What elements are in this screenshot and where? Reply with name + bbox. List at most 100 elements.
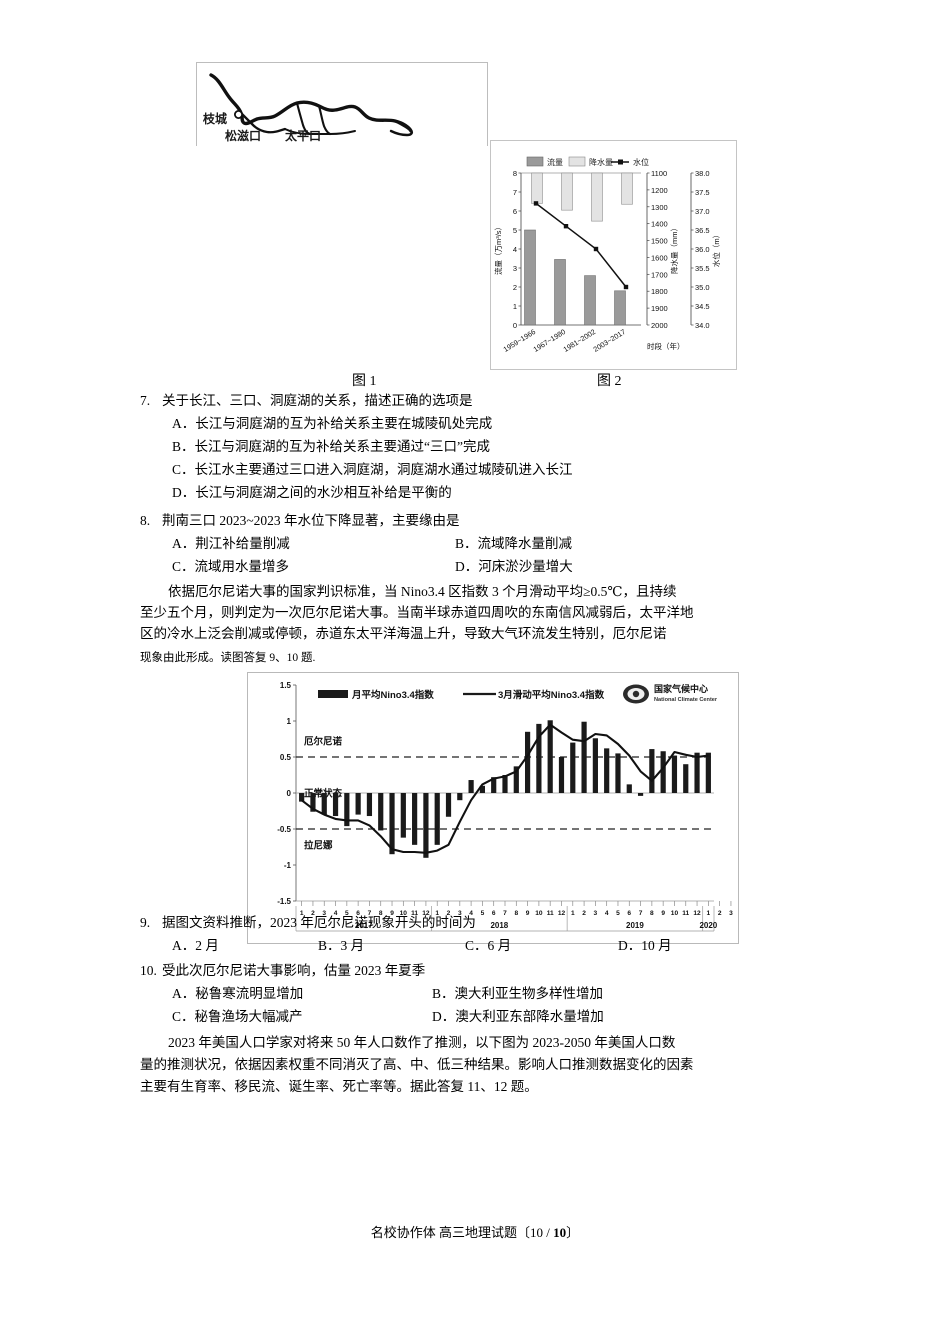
question-7-stem: 7. 关于长江、三口、洞庭湖的关系，描述正确的选项是 xyxy=(140,392,473,409)
svg-text:3: 3 xyxy=(513,264,517,273)
svg-text:12: 12 xyxy=(558,910,566,917)
question-9-number: 9. xyxy=(140,915,151,930)
svg-text:2020: 2020 xyxy=(699,921,717,930)
svg-text:5: 5 xyxy=(513,226,517,235)
svg-text:4: 4 xyxy=(513,245,517,254)
svg-text:8: 8 xyxy=(650,910,654,917)
svg-text:-1: -1 xyxy=(284,861,292,870)
svg-text:10: 10 xyxy=(671,910,679,917)
question-8-option-d[interactable]: D．河床淤沙量增大 xyxy=(455,558,573,575)
question-10-option-a[interactable]: A．秘鲁寒流明显增加 xyxy=(172,985,303,1002)
nino-passage-line-1: 依据厄尔尼诺大事的国家判识标准，当 Nino3.4 区指数 3 个月滑动平均≥0… xyxy=(168,584,677,599)
svg-text:国家气候中心: 国家气候中心 xyxy=(654,683,708,694)
option-label: C．6 月 xyxy=(465,938,512,953)
map-label-songzikou: 松滋口 xyxy=(225,129,262,143)
option-label: C．流域用水量增多 xyxy=(172,559,290,574)
svg-text:7: 7 xyxy=(368,910,372,917)
svg-text:6: 6 xyxy=(627,910,631,917)
map-label-zhicheng: 枝城 xyxy=(203,112,228,126)
svg-text:月平均Nino3.4指数: 月平均Nino3.4指数 xyxy=(351,689,434,701)
svg-text:2000: 2000 xyxy=(651,321,668,330)
question-7-option-d[interactable]: D．长江与洞庭湖之间的水沙相互补给是平衡的 xyxy=(172,484,452,501)
figure-2-combo-chart: 流量 降水量 水位 0 1 2 3 4 5 6 7 8 流量（万m³/s） 1100 1200 1300 140… xyxy=(490,140,737,370)
svg-text:34.5: 34.5 xyxy=(695,302,710,311)
svg-text:35.5: 35.5 xyxy=(695,264,710,273)
svg-text:5: 5 xyxy=(481,910,485,917)
question-10-option-c[interactable]: C．秘鲁渔场大幅减产 xyxy=(172,1008,303,1025)
svg-text:2019: 2019 xyxy=(626,921,644,930)
svg-text:时段（年）: 时段（年） xyxy=(647,341,685,351)
svg-text:2: 2 xyxy=(447,910,451,917)
svg-text:1100: 1100 xyxy=(651,169,667,178)
svg-text:-0.5: -0.5 xyxy=(277,825,291,834)
svg-text:36.0: 36.0 xyxy=(695,245,710,254)
nino-chart-svg: 1.5 1 0.5 0 -0.5 -1 -1.5 月平均Nino3.4指数 3月滑动平均Nino… xyxy=(277,681,733,932)
svg-text:11: 11 xyxy=(547,910,554,917)
svg-text:10: 10 xyxy=(535,910,543,917)
question-10-text: 受此次厄尔尼诺大事影响，估量 2023 年夏季 xyxy=(162,963,426,978)
svg-text:34.0: 34.0 xyxy=(695,321,710,330)
question-9-option-d[interactable]: D．10 月 xyxy=(618,937,672,954)
question-8-option-b[interactable]: B．流域降水量削减 xyxy=(455,535,572,552)
svg-text:1: 1 xyxy=(287,717,292,726)
option-label: A．2 月 xyxy=(172,938,219,953)
svg-text:流量（万m³/s）: 流量（万m³/s） xyxy=(493,223,503,275)
svg-text:3: 3 xyxy=(322,910,326,917)
svg-text:水位: 水位 xyxy=(633,157,649,167)
svg-text:6: 6 xyxy=(513,207,517,216)
question-10-option-b[interactable]: B．澳大利亚生物多样性增加 xyxy=(432,985,603,1002)
map-label-taipingkou: 太平口 xyxy=(285,129,322,143)
figure-1-caption: 图 1 xyxy=(352,374,377,389)
svg-text:6: 6 xyxy=(492,910,496,917)
svg-text:7: 7 xyxy=(639,910,643,917)
option-label: A．长江与洞庭湖的互为补给关系主要在城陵矶处完成 xyxy=(172,416,493,431)
population-passage-line-3: 主要有生育率、移民流、诞生率、死亡率等。据此答复 11、12 题。 xyxy=(140,1079,538,1094)
svg-text:2: 2 xyxy=(513,283,517,292)
svg-text:厄尔尼诺: 厄尔尼诺 xyxy=(304,736,343,748)
svg-text:9: 9 xyxy=(526,910,530,917)
svg-text:1: 1 xyxy=(513,302,517,311)
svg-text:3月滑动平均Nino3.4指数: 3月滑动平均Nino3.4指数 xyxy=(498,689,605,701)
option-label: C．长江水主要通过三口进入洞庭湖，洞庭湖水通过城陵矶进入长江 xyxy=(172,462,573,477)
svg-text:2003~2017: 2003~2017 xyxy=(592,327,627,354)
question-7-option-c[interactable]: C．长江水主要通过三口进入洞庭湖，洞庭湖水通过城陵矶进入长江 xyxy=(172,461,573,478)
question-9-option-b[interactable]: B．3 月 xyxy=(318,937,364,954)
question-7-option-a[interactable]: A．长江与洞庭湖的互为补给关系主要在城陵矶处完成 xyxy=(172,415,492,432)
svg-text:1800: 1800 xyxy=(651,287,668,296)
svg-text:1700: 1700 xyxy=(651,270,668,279)
nino-passage-line-4: 现象由此形成。读图答复 9、10 题. xyxy=(140,652,316,664)
river-sketch-svg xyxy=(209,73,413,137)
svg-text:4: 4 xyxy=(605,910,609,917)
question-10-option-d[interactable]: D．澳大利亚东部降水量增加 xyxy=(432,1008,604,1025)
svg-text:3: 3 xyxy=(458,910,462,917)
svg-text:1400: 1400 xyxy=(651,220,668,229)
question-8-option-c[interactable]: C．流域用水量增多 xyxy=(172,558,289,575)
svg-text:降水量: 降水量 xyxy=(589,157,613,167)
svg-text:35.0: 35.0 xyxy=(695,283,710,292)
svg-text:1.5: 1.5 xyxy=(280,681,292,690)
question-9-stem: 9. 据图文资料推断，2023 年厄尔尼诺现象开头的时间为 xyxy=(140,914,476,931)
question-9-option-a[interactable]: A．2 月 xyxy=(172,937,219,954)
svg-text:8: 8 xyxy=(379,910,383,917)
option-label: D．澳大利亚东部降水量增加 xyxy=(432,1009,604,1024)
svg-text:0: 0 xyxy=(287,789,292,798)
svg-text:4: 4 xyxy=(334,910,338,917)
svg-text:2: 2 xyxy=(311,910,315,917)
svg-text:6: 6 xyxy=(356,910,360,917)
question-8-option-a[interactable]: A．荆江补给量削减 xyxy=(172,535,290,552)
question-10-stem: 10. 受此次厄尔尼诺大事影响，估量 2023 年夏季 xyxy=(140,962,425,979)
svg-text:2: 2 xyxy=(582,910,586,917)
svg-text:拉尼娜: 拉尼娜 xyxy=(304,839,333,851)
svg-text:2017: 2017 xyxy=(355,921,373,930)
option-label: B．流域降水量削减 xyxy=(455,536,573,551)
question-9-option-c[interactable]: C．6 月 xyxy=(465,937,511,954)
question-7-option-b[interactable]: B．长江与洞庭湖的互为补给关系主要通过“三口”完成 xyxy=(172,438,490,455)
svg-text:3: 3 xyxy=(594,910,598,917)
svg-text:1200: 1200 xyxy=(651,186,668,195)
question-10-number: 10. xyxy=(140,963,157,978)
figure-2-caption: 图 2 xyxy=(597,374,622,389)
fig2-chart-svg: 流量 降水量 水位 0 1 2 3 4 5 6 7 8 流量（万m³/s） 1100 1200 1300 140… xyxy=(493,156,721,354)
question-9-text: 据图文资料推断，2023 年厄尔尼诺现象开头的时间为 xyxy=(162,915,476,930)
nino-passage-line-3: 区的冷水上泛会削减或停顿，赤道东太平洋海温上升，导致大气环流发生特别，厄尔尼诺 xyxy=(140,626,667,641)
question-8-number: 8. xyxy=(140,513,151,528)
